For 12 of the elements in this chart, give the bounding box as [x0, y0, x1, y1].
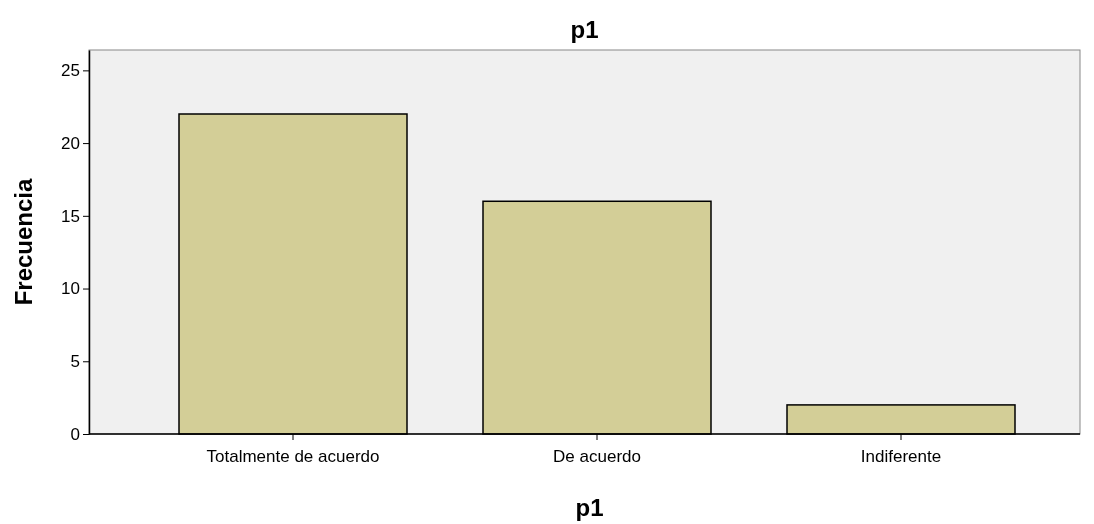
x-tick-label: De acuerdo	[553, 446, 641, 466]
y-tick-label: 15	[61, 206, 80, 226]
x-tick-label: Indiferente	[860, 446, 942, 466]
x-tick-label: Totalmente de acuerdo	[206, 446, 380, 466]
y-tick-label: 20	[61, 134, 80, 154]
x-axis-title: p1	[575, 494, 604, 521]
y-tick-label: 10	[61, 279, 80, 299]
y-tick-label: 5	[70, 352, 80, 372]
chart-title: p1	[570, 16, 599, 43]
y-axis-title: Frecuencia	[10, 177, 37, 306]
y-tick-label: 0	[70, 424, 80, 444]
y-tick-label: 25	[61, 61, 80, 81]
